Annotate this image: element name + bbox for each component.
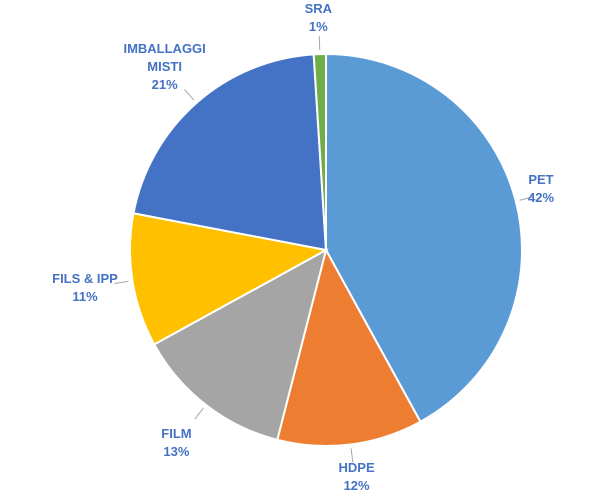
data-label: FILM 13%	[121, 425, 231, 461]
pie-slice	[129, 212, 329, 346]
data-label: HDPE 12%	[302, 459, 412, 495]
leader-line	[194, 407, 204, 420]
data-label: PET 42%	[486, 171, 596, 207]
pie-slice	[276, 247, 422, 447]
leader-line	[184, 89, 195, 101]
data-label: SRA 1%	[263, 0, 373, 36]
value-label: 42%	[527, 190, 555, 206]
category-label: PET	[528, 172, 554, 188]
leader-line	[114, 280, 129, 284]
value-label: 21%	[151, 76, 178, 92]
category-label: IMBALLAGGI MISTI	[123, 40, 206, 74]
data-label: FILS & IPP 11%	[30, 270, 140, 306]
pie-slice	[132, 53, 328, 252]
category-label: FILS & IPP	[52, 271, 118, 287]
category-label: FILM	[161, 425, 192, 441]
value-label: 12%	[343, 478, 370, 493]
data-label: IMBALLAGGI MISTI 21%	[110, 40, 220, 94]
leader-line	[350, 448, 354, 463]
leader-line	[519, 196, 534, 201]
category-label: SRA	[304, 1, 333, 16]
pie-slice	[152, 248, 328, 442]
pie-slice	[312, 52, 327, 251]
value-label: 13%	[163, 443, 190, 459]
value-label: 11%	[72, 289, 98, 305]
pie-slice	[325, 52, 523, 424]
value-label: 1%	[308, 19, 328, 34]
category-label: HDPE	[338, 460, 375, 475]
